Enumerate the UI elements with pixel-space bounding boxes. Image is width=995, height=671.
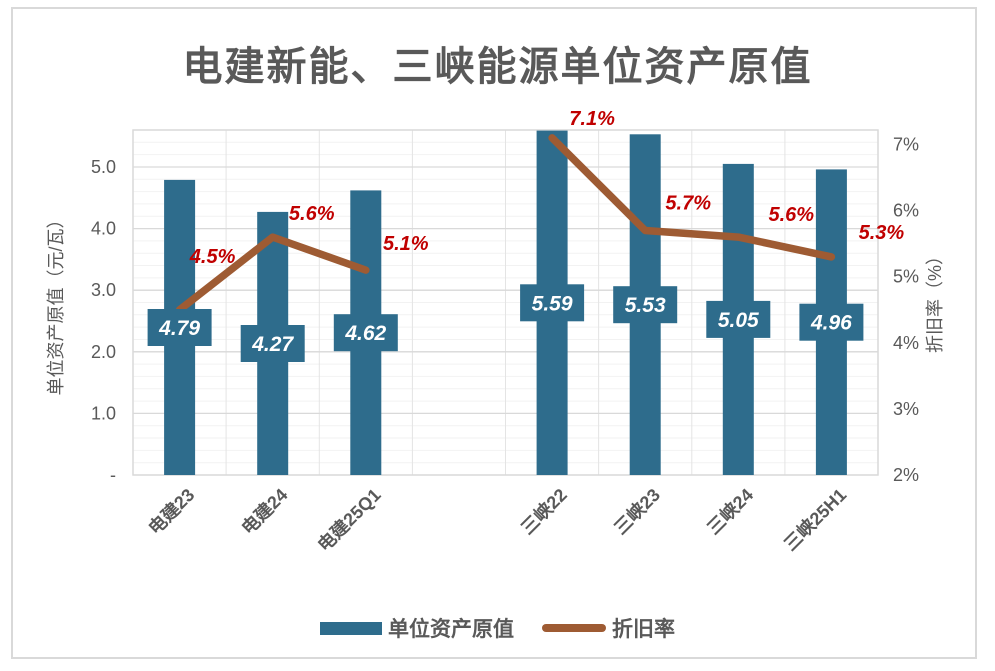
bar-label-2: 4.62 (344, 322, 386, 345)
x-label-6: 三峡24 (703, 484, 757, 538)
left-axis-title: 单位资产原值（元/瓦） (46, 211, 66, 396)
x-axis-labels: 电建23 电建24 电建25Q1 三峡22 三峡23 三峡24 三峡25H1 (144, 484, 850, 555)
line-label-1: 5.6% (289, 203, 335, 225)
depreciation-line-segment (548, 134, 836, 261)
legend-label-bar-series: 单位资产原值 (388, 618, 514, 641)
line-point-labels: 4.5% 5.6% 5.1% 7.1% 5.7% 5.6% 5.3% (189, 108, 905, 268)
x-label-4: 三峡22 (516, 484, 570, 538)
bar-label-6: 5.05 (718, 309, 759, 332)
bar-value-labels: 4.79 4.27 4.62 5.59 5.53 5.05 4.96 (147, 284, 864, 362)
right-axis: 7% 6% 5% 4% 3% 2% 折旧率（%） (893, 135, 945, 486)
bar-label-4: 5.59 (532, 292, 573, 315)
bar-label-box-1 (240, 325, 305, 362)
x-label-7: 三峡25H1 (779, 484, 850, 555)
bar-label-box-2 (333, 314, 398, 352)
right-tick-3: 4% (893, 333, 919, 353)
line-label-2: 5.1% (383, 233, 429, 255)
plot-area-border (132, 129, 879, 476)
line-label-6: 5.6% (769, 204, 815, 226)
line-series-swatch-icon (542, 624, 606, 632)
bar-series-swatch-icon (320, 621, 382, 635)
left-tick-0: 5.0 (91, 157, 116, 177)
bar-label-box-6 (706, 300, 771, 338)
right-axis-title: 折旧率（%） (925, 247, 945, 353)
right-tick-2: 5% (893, 267, 919, 287)
left-tick-3: 2.0 (91, 342, 116, 362)
legend: 单位资产原值 折旧率 (0, 611, 995, 645)
right-tick-4: 3% (893, 399, 919, 419)
bar-label-0: 4.79 (158, 317, 200, 340)
left-tick-1: 4.0 (91, 219, 116, 239)
legend-item-bar-series: 单位资产原值 (320, 613, 514, 643)
left-tick-5: - (110, 465, 116, 485)
chart-title: 电建新能、三峡能源单位资产原值 (182, 45, 813, 89)
bar-label-5: 5.53 (625, 294, 666, 317)
bar-label-box-5 (613, 286, 678, 324)
x-label-0: 电建23 (144, 484, 198, 538)
line-label-7: 5.3% (859, 222, 905, 244)
x-label-1: 电建24 (237, 484, 291, 538)
left-tick-2: 3.0 (91, 280, 116, 300)
legend-label-line-series: 折旧率 (612, 618, 675, 641)
bar-label-box-7 (799, 303, 864, 341)
line-label-4: 7.1% (569, 108, 615, 130)
left-axis: 5.0 4.0 3.0 2.0 1.0 - 单位资产原值（元/瓦） (46, 157, 116, 485)
right-tick-1: 6% (893, 201, 919, 221)
line-label-0: 4.5% (189, 246, 236, 268)
gridlines (132, 129, 879, 476)
line-series (175, 134, 836, 314)
depreciation-line-segment (175, 233, 370, 314)
right-tick-0: 7% (893, 135, 919, 155)
bar-label-7: 4.96 (810, 312, 852, 335)
bar-label-box-4 (520, 284, 585, 322)
line-label-5: 5.7% (665, 193, 711, 215)
bar-label-1: 4.27 (251, 333, 294, 356)
legend-item-line-series: 折旧率 (542, 613, 675, 643)
x-label-2: 电建25Q1 (313, 484, 384, 555)
left-tick-4: 1.0 (91, 403, 116, 423)
right-tick-5: 2% (893, 465, 919, 485)
bar-label-box-0 (147, 309, 212, 346)
x-label-5: 三峡23 (610, 484, 664, 538)
